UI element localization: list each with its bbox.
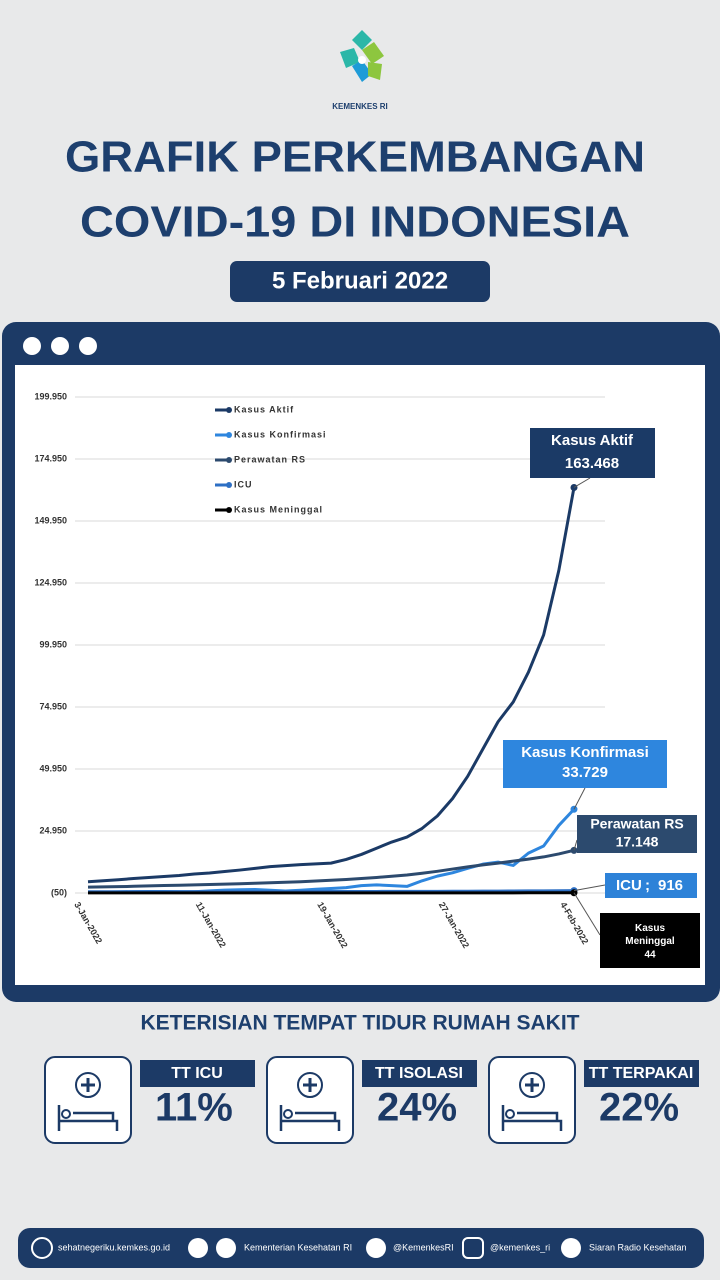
logo	[340, 30, 384, 82]
callout-leader	[573, 892, 601, 936]
callout-name: Kasus Konfirmasi	[521, 744, 649, 761]
instagram-icon	[462, 1237, 484, 1259]
data-label: 33.729	[562, 764, 608, 781]
callout-leader	[573, 787, 586, 810]
title: COVID-19 DI INDONESIA	[80, 198, 630, 247]
card-value: 11%	[155, 1086, 233, 1130]
icon-head	[505, 1109, 515, 1119]
legend-dot	[226, 457, 232, 463]
cards: TT ICU 11% TT ISOLASI 24% TT TERPAKAI 22%	[44, 1056, 699, 1144]
legend-label: Kasus Aktif	[234, 404, 294, 414]
youtube-icon	[216, 1238, 236, 1258]
card-label: TT TERPAKAI	[589, 1065, 694, 1082]
card-value: 24%	[377, 1086, 457, 1130]
callout-box	[530, 428, 655, 478]
icon-bed	[57, 1105, 119, 1131]
legend-dot	[226, 432, 232, 438]
card-label: TT ICU	[171, 1065, 223, 1082]
legend-dot	[226, 482, 232, 488]
icon-cross-circle	[75, 1072, 101, 1098]
logo-text: KEMENKES RI	[332, 102, 388, 111]
footer-text: sehatnegeriku.kemkes.go.id	[58, 1242, 170, 1252]
callout-name: Kasus Meninggal	[625, 923, 675, 947]
card-value: 22%	[599, 1086, 679, 1130]
series-line	[87, 487, 576, 884]
footer-text: Siaran Radio Kesehatan	[589, 1242, 687, 1252]
icon-head	[283, 1109, 293, 1119]
callout-leader	[573, 477, 591, 488]
footer-text: @kemenkes_ri	[490, 1242, 550, 1252]
window-dot	[79, 337, 97, 355]
globe-icon	[31, 1237, 53, 1259]
callout-box	[600, 913, 700, 968]
facebook-icon	[188, 1238, 208, 1258]
callout-name: Perawatan RS	[590, 816, 683, 832]
callout-leader	[573, 839, 578, 851]
y-tick-label: 199.950	[34, 391, 67, 401]
callout-name: ICU	[616, 877, 642, 894]
icon-head	[61, 1109, 71, 1119]
callout-box	[503, 740, 667, 788]
icon-cross	[525, 1078, 539, 1092]
y-tick-label: 99.950	[39, 639, 67, 649]
callout-box	[605, 873, 697, 898]
icon-cross-circle	[519, 1072, 545, 1098]
y-tick-label: 149.950	[34, 515, 67, 525]
title: GRAFIK PERKEMBANGAN	[65, 133, 645, 182]
legend-dot	[226, 407, 232, 413]
data-label: 163.468	[565, 455, 619, 472]
legend-label: Perawatan RS	[234, 454, 306, 464]
y-tick-label: 24.950	[39, 825, 67, 835]
date: 5 Februari 2022	[272, 267, 448, 294]
series-line	[87, 848, 575, 889]
y-tick-label: 124.950	[34, 577, 67, 587]
data-label: 916	[658, 877, 683, 894]
window-dot	[23, 337, 41, 355]
icon-cross	[303, 1078, 317, 1092]
legend-label: ICU	[234, 479, 253, 489]
legend-label: Kasus Konfirmasi	[234, 429, 327, 439]
icon-cross	[81, 1078, 95, 1092]
date-pill	[230, 261, 490, 302]
radio-icon	[561, 1238, 581, 1258]
y-tick-label: (50)	[51, 887, 67, 897]
icon-bed	[501, 1105, 563, 1131]
callout-separator: ;	[645, 877, 650, 894]
twitter-icon	[366, 1238, 386, 1258]
callout-leader	[573, 884, 606, 892]
data-label: 17.148	[616, 834, 659, 850]
icon-bed	[279, 1105, 341, 1131]
y-tick-label: 74.950	[39, 701, 67, 711]
footer-text: @KemenkesRI	[393, 1242, 454, 1252]
data-label: 44	[644, 950, 656, 961]
y-tick-label: 174.950	[34, 453, 67, 463]
section-title: KETERISIAN TEMPAT TIDUR RUMAH SAKIT	[140, 1012, 579, 1035]
legend-dot	[226, 507, 232, 513]
callout-name: Kasus Aktif	[551, 432, 634, 449]
window-dot	[51, 337, 69, 355]
footer-bar	[18, 1228, 704, 1268]
card-label-box	[584, 1060, 699, 1087]
card-label-box	[362, 1060, 477, 1087]
card-label: TT ISOLASI	[375, 1065, 463, 1082]
y-tick-label: 49.950	[39, 763, 67, 773]
card-label-box	[140, 1060, 255, 1087]
callout-box	[577, 815, 697, 853]
legend-label: Kasus Meninggal	[234, 504, 323, 514]
footer-text: Kementerian Kesehatan RI	[244, 1242, 352, 1252]
icon-cross-circle	[297, 1072, 323, 1098]
